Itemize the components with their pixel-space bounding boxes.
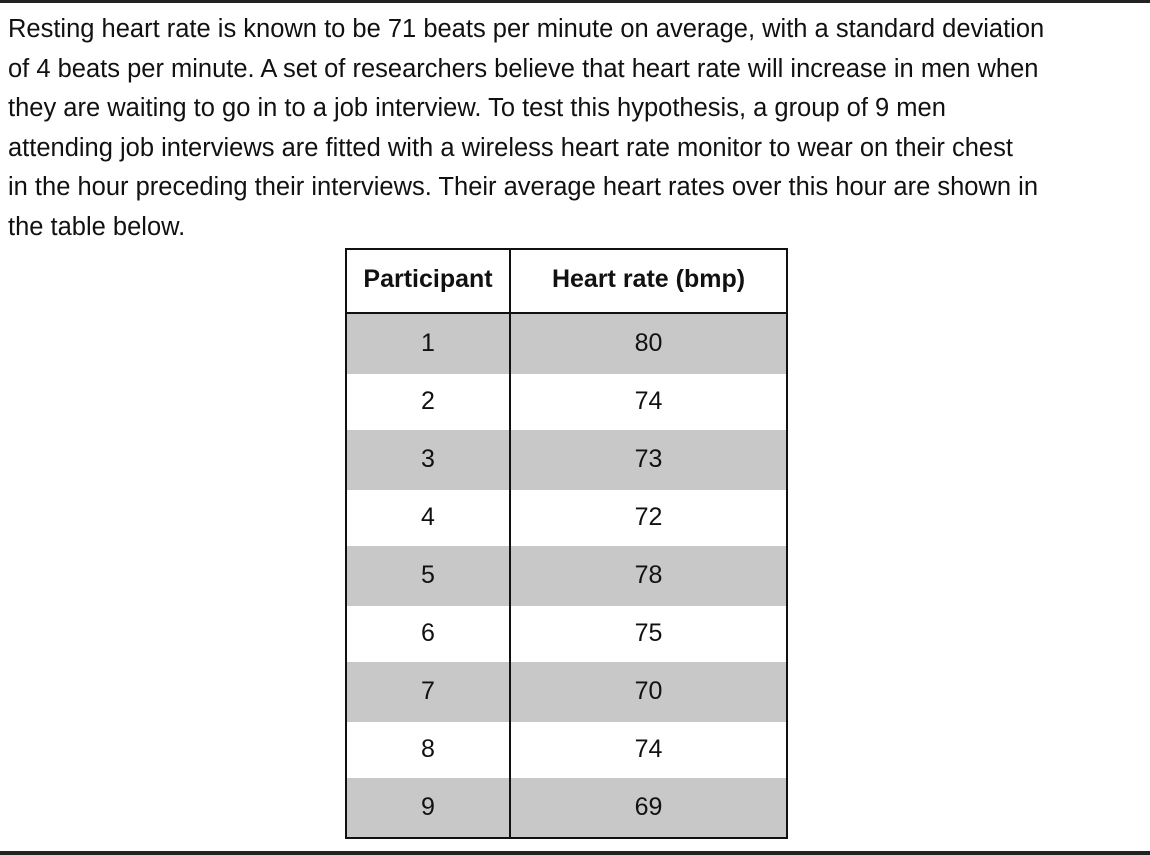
problem-text: Resting heart rate is known to be 71 bea…: [8, 10, 1133, 247]
heart-rate-cell: 80: [634, 329, 663, 357]
table-row: 5 78: [347, 546, 786, 606]
problem-line: attending job interviews are fitted with…: [8, 133, 1013, 162]
participant-cell: 6: [421, 619, 435, 647]
participant-cell: 1: [421, 329, 435, 357]
table-row: 9 69: [347, 778, 786, 837]
heart-rate-cell: 72: [634, 503, 663, 531]
table-header: Participant Heart rate (bmp): [347, 250, 786, 314]
participant-cell: 2: [421, 387, 435, 415]
heart-rate-cell: 69: [634, 793, 663, 821]
participant-cell: 5: [421, 561, 435, 589]
participant-cell: 8: [421, 735, 435, 763]
header-heart-rate: Heart rate (bmp): [551, 265, 746, 293]
bottom-border: [0, 851, 1150, 855]
table-row: 1 80: [347, 314, 786, 374]
problem-line: of 4 beats per minute. A set of research…: [8, 54, 1039, 83]
participant-cell: 3: [421, 445, 435, 473]
table-row: 4 72: [347, 490, 786, 546]
participant-cell: 4: [421, 503, 435, 531]
top-border: [0, 0, 1150, 3]
participant-cell: 7: [421, 677, 435, 705]
problem-line: the table below.: [8, 212, 186, 241]
table-row: 3 73: [347, 430, 786, 490]
heart-rate-cell: 70: [634, 677, 663, 705]
heart-rate-table: Participant Heart rate (bmp) 1 80 2 74 3 73 4 7…: [345, 248, 788, 839]
problem-line: they are waiting to go in to a job inter…: [8, 94, 946, 122]
table-row: 2 74: [347, 374, 786, 430]
heart-rate-cell: 73: [634, 445, 663, 473]
heart-rate-cell: 78: [634, 561, 663, 589]
heart-rate-cell: 74: [634, 735, 663, 763]
heart-rate-cell: 74: [634, 387, 663, 415]
problem-line: in the hour preceding their interviews. …: [8, 173, 1038, 201]
column-divider: [509, 250, 511, 837]
participant-cell: 9: [421, 793, 435, 821]
heart-rate-cell: 75: [634, 619, 663, 647]
problem-line: Resting heart rate is known to be 71 bea…: [8, 15, 1045, 43]
table-row: 7 70: [347, 662, 786, 722]
header-participant: Participant: [363, 265, 493, 293]
table-row: 6 75: [347, 606, 786, 662]
table-row: 8 74: [347, 722, 786, 778]
